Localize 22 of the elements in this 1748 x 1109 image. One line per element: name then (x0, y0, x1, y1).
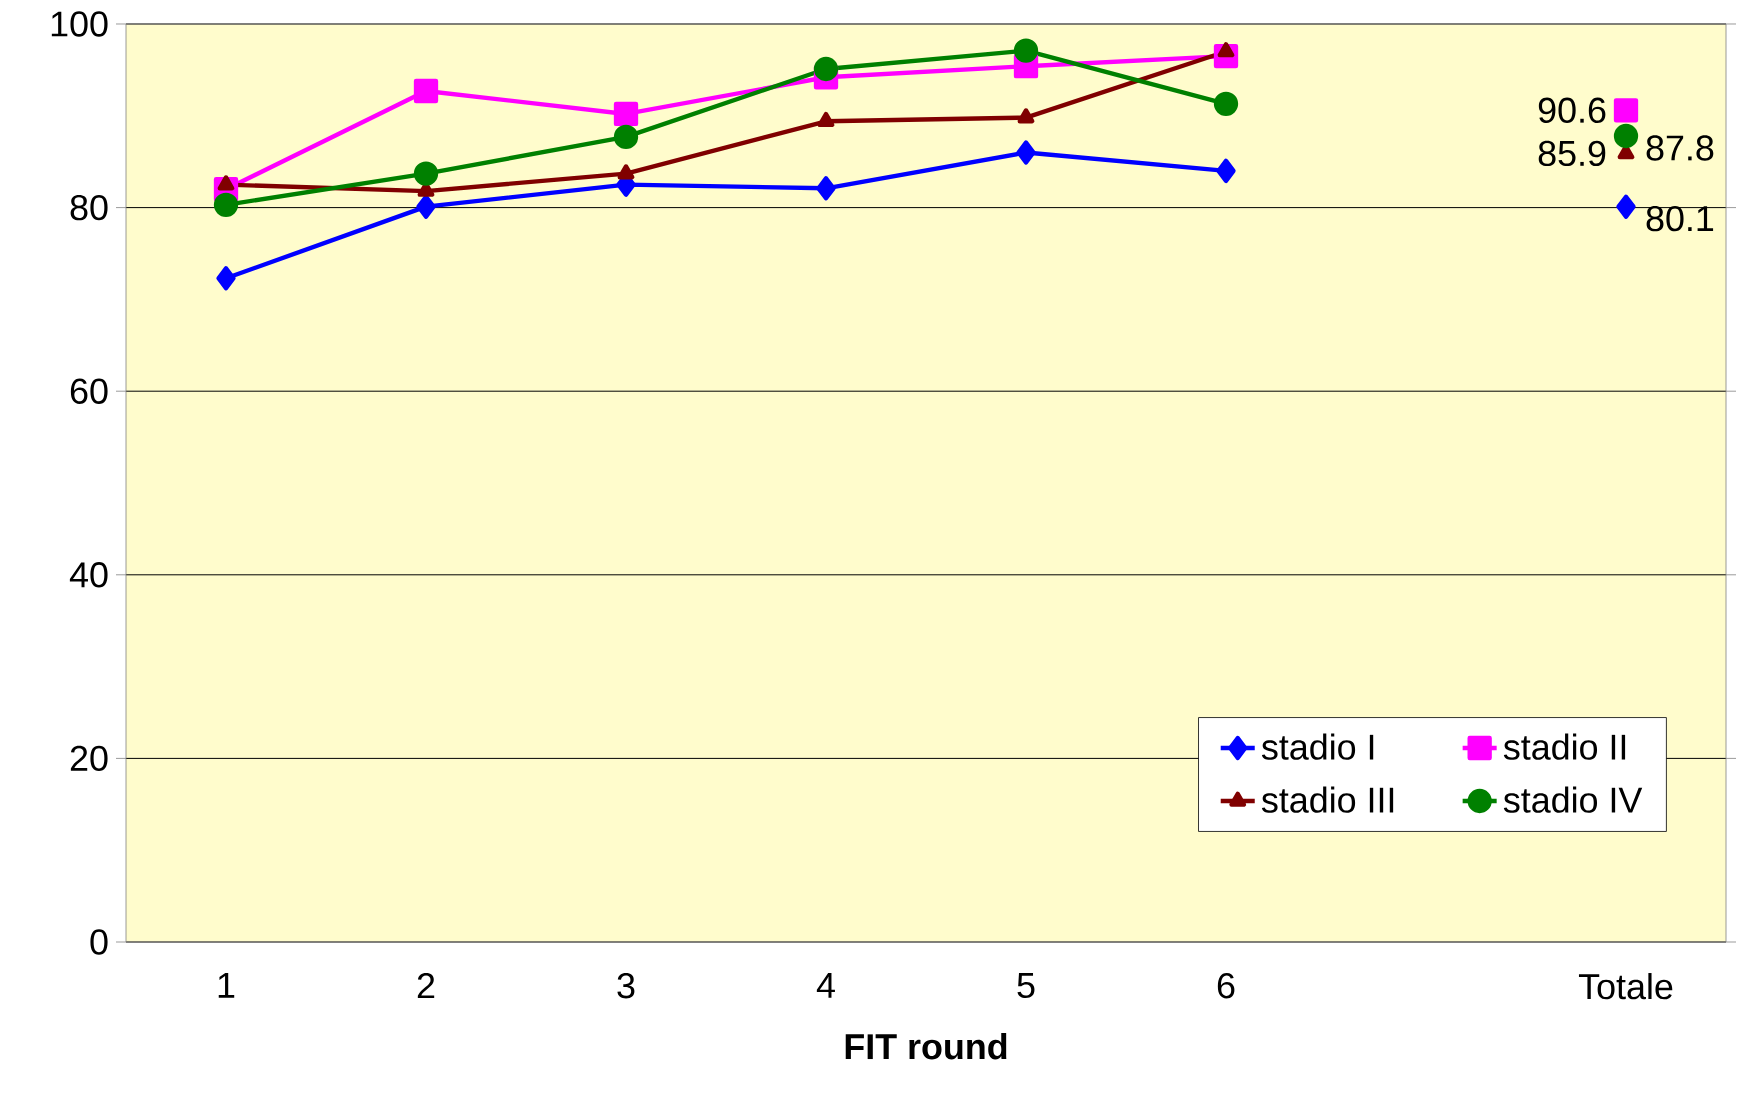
x-tick-label: 6 (1217, 973, 1235, 999)
x-tick-label: 5 (1017, 973, 1035, 999)
legend-label: stadio III (1261, 786, 1394, 813)
data-label: 87.8 (1646, 135, 1714, 161)
x-tick-label: Totale (1578, 973, 1673, 1000)
x-axis-title: FIT round (845, 1033, 1007, 1060)
legend-label: stadio IV (1503, 786, 1643, 813)
y-tick-label: 100 (51, 11, 108, 37)
data-label: 90.6 (1538, 97, 1606, 123)
y-tick-label: 20 (70, 745, 108, 772)
y-tick-label: 40 (69, 562, 108, 588)
x-tick-label: 2 (417, 973, 435, 999)
x-tick-label: 3 (617, 973, 635, 999)
legend-label: stadio II (1503, 733, 1626, 760)
x-tick-label: 4 (816, 973, 835, 998)
legend-label: stadio I (1261, 733, 1374, 760)
data-label: 80.1 (1646, 205, 1714, 232)
x-tick-label: 1 (218, 973, 235, 998)
data-label: 85.9 (1538, 140, 1606, 167)
y-tick-label: 60 (70, 378, 108, 404)
y-tick-label: 80 (70, 194, 108, 221)
y-tick-label: 0 (90, 929, 108, 955)
